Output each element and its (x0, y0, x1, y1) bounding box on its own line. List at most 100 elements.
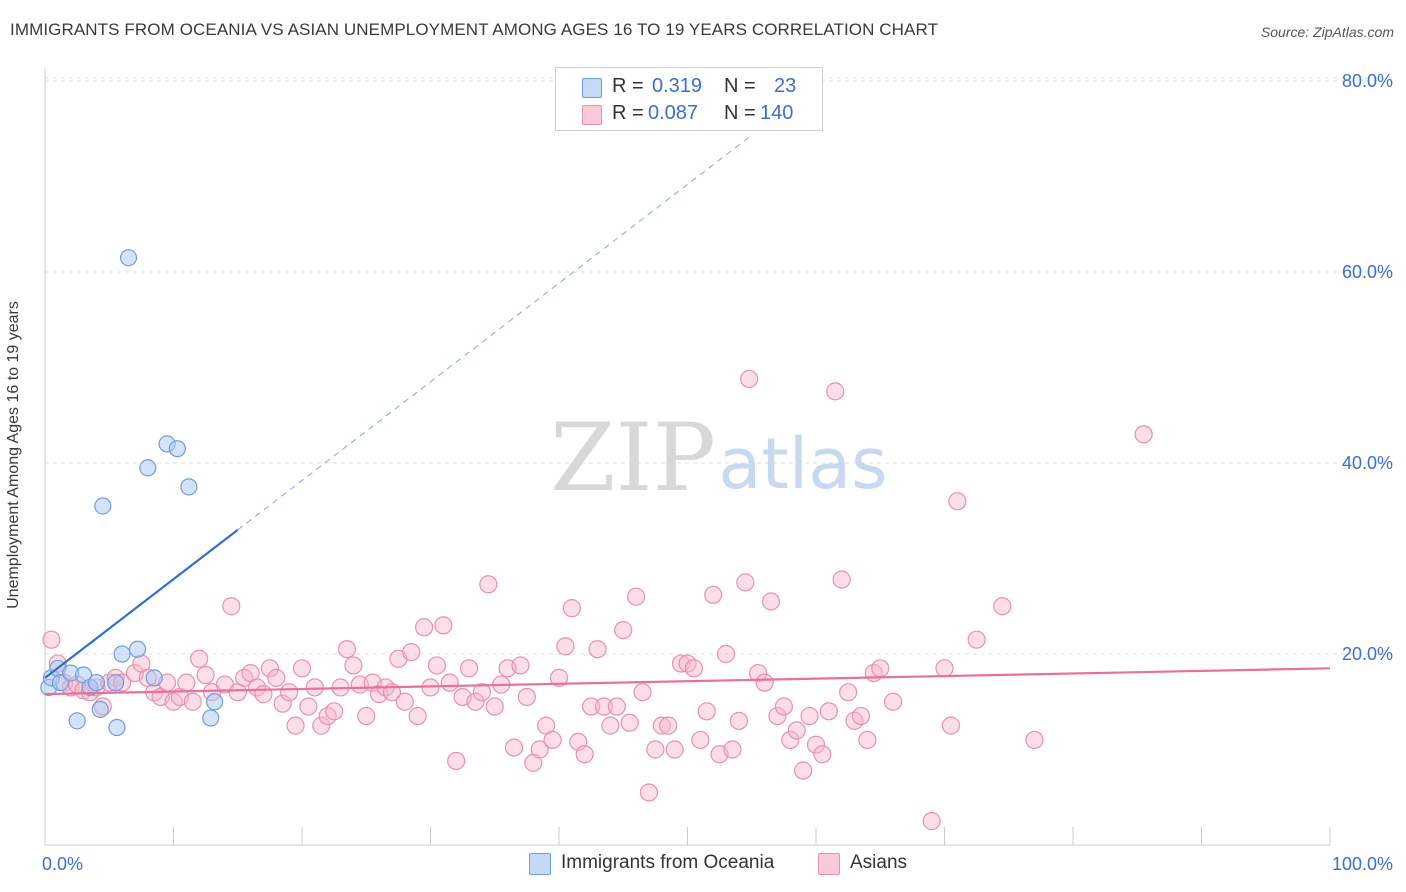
bottom-legend-label: Asians (850, 852, 908, 873)
asians-point (755, 673, 774, 692)
gridlines (45, 77, 1392, 655)
asians-point (286, 716, 305, 735)
asians-point (704, 585, 723, 604)
asians-point (646, 740, 665, 759)
y-tick-label: 40.0% (1342, 453, 1393, 473)
asians-point (883, 692, 903, 711)
asians-point (781, 730, 800, 750)
asians-point (806, 735, 826, 754)
axes (44, 68, 1331, 846)
asians-point (620, 713, 639, 732)
watermark-zip: ZIP (550, 404, 716, 513)
asians-point (305, 678, 324, 697)
asians-point (819, 702, 838, 721)
asians-point (614, 621, 633, 640)
legend-row-asians: R = 0.087 N = 140 (556, 102, 822, 128)
asians-point (839, 683, 858, 702)
trend-lines (44, 134, 1331, 696)
asians-point (851, 706, 871, 726)
asians-point (543, 730, 562, 750)
oceania-point (107, 674, 125, 692)
asians-point (337, 640, 357, 659)
asians-point (479, 575, 498, 594)
asians-point (183, 692, 202, 711)
bottom-legend-swatch-blue (529, 853, 551, 875)
watermark-atlas: atlas (718, 423, 887, 505)
oceania-trend-extension (237, 134, 753, 531)
asians-point (414, 618, 434, 637)
asians-point (684, 659, 704, 678)
asians-point (800, 706, 819, 726)
asians-point (267, 668, 286, 687)
asians-point (749, 663, 768, 683)
legend-r-value: 0.319 (652, 75, 703, 97)
asians-point (549, 668, 569, 687)
oceania-point (94, 497, 112, 515)
data-points (40, 249, 1153, 831)
asians-point (691, 730, 710, 750)
oceania-point (113, 645, 131, 663)
x-tick-label: 100.0% (1332, 854, 1393, 874)
asians-point (935, 659, 954, 678)
source-label: Source: ZipAtlas.com (1260, 24, 1394, 40)
legend-r-label: R = (612, 75, 644, 97)
asians-point (697, 702, 716, 721)
asians-point (716, 644, 736, 664)
oceania-point (87, 674, 106, 692)
asians-point (530, 740, 549, 759)
asians-point (967, 630, 986, 649)
legend-n-label: N = (724, 102, 756, 124)
legend-swatch-blue (582, 78, 602, 98)
asians-point (607, 697, 626, 716)
asians-point (196, 665, 215, 685)
asians-point (447, 751, 466, 771)
asians-point (601, 716, 620, 735)
asians-point (740, 369, 759, 389)
oceania-point (180, 478, 198, 496)
y-tick-label: 80.0% (1342, 71, 1393, 91)
x-tick-label: 0.0% (42, 854, 83, 874)
oceania-trend-line (44, 528, 239, 679)
asians-point (299, 697, 318, 716)
asians-point (472, 683, 491, 702)
asians-point (434, 616, 453, 635)
asians-point (260, 659, 279, 678)
asians-point (871, 659, 890, 678)
asians-point (582, 697, 601, 716)
asians-point (922, 812, 941, 831)
asians-point (440, 673, 459, 692)
oceania-point (68, 712, 86, 730)
asians-point (575, 745, 594, 764)
asians-point (42, 630, 61, 649)
asians-point (588, 640, 607, 659)
asians-point (292, 659, 312, 678)
asians-point (761, 592, 781, 611)
asians-point (729, 711, 749, 730)
asians-point (787, 721, 806, 740)
oceania-point (108, 718, 126, 737)
chart-title: IMMIGRANTS FROM OCEANIA VS ASIAN UNEMPLO… (10, 20, 939, 39)
asians-point (993, 597, 1012, 616)
oceania-point (206, 693, 224, 711)
asians-point (466, 692, 485, 711)
asians-point (459, 659, 479, 678)
asians-point (511, 656, 530, 675)
asians-point (858, 730, 877, 750)
asians-point (794, 761, 813, 780)
asians-point (1134, 425, 1153, 444)
asians-point (273, 694, 292, 713)
legend-n-label: N = (724, 75, 756, 97)
correlation-legend: R = 0.319 N = 23 R = 0.087 N = 140 (555, 67, 823, 131)
asians-point (177, 673, 196, 692)
asians-trend-line (44, 667, 1331, 696)
oceania-point (91, 700, 109, 718)
asians-point (254, 685, 273, 704)
asians-point (427, 656, 447, 675)
asians-point (652, 716, 671, 735)
asians-point (665, 740, 684, 759)
asians-point (633, 683, 652, 702)
asians-point (408, 706, 427, 726)
asians-point (357, 706, 376, 726)
asians-point (1025, 730, 1044, 750)
